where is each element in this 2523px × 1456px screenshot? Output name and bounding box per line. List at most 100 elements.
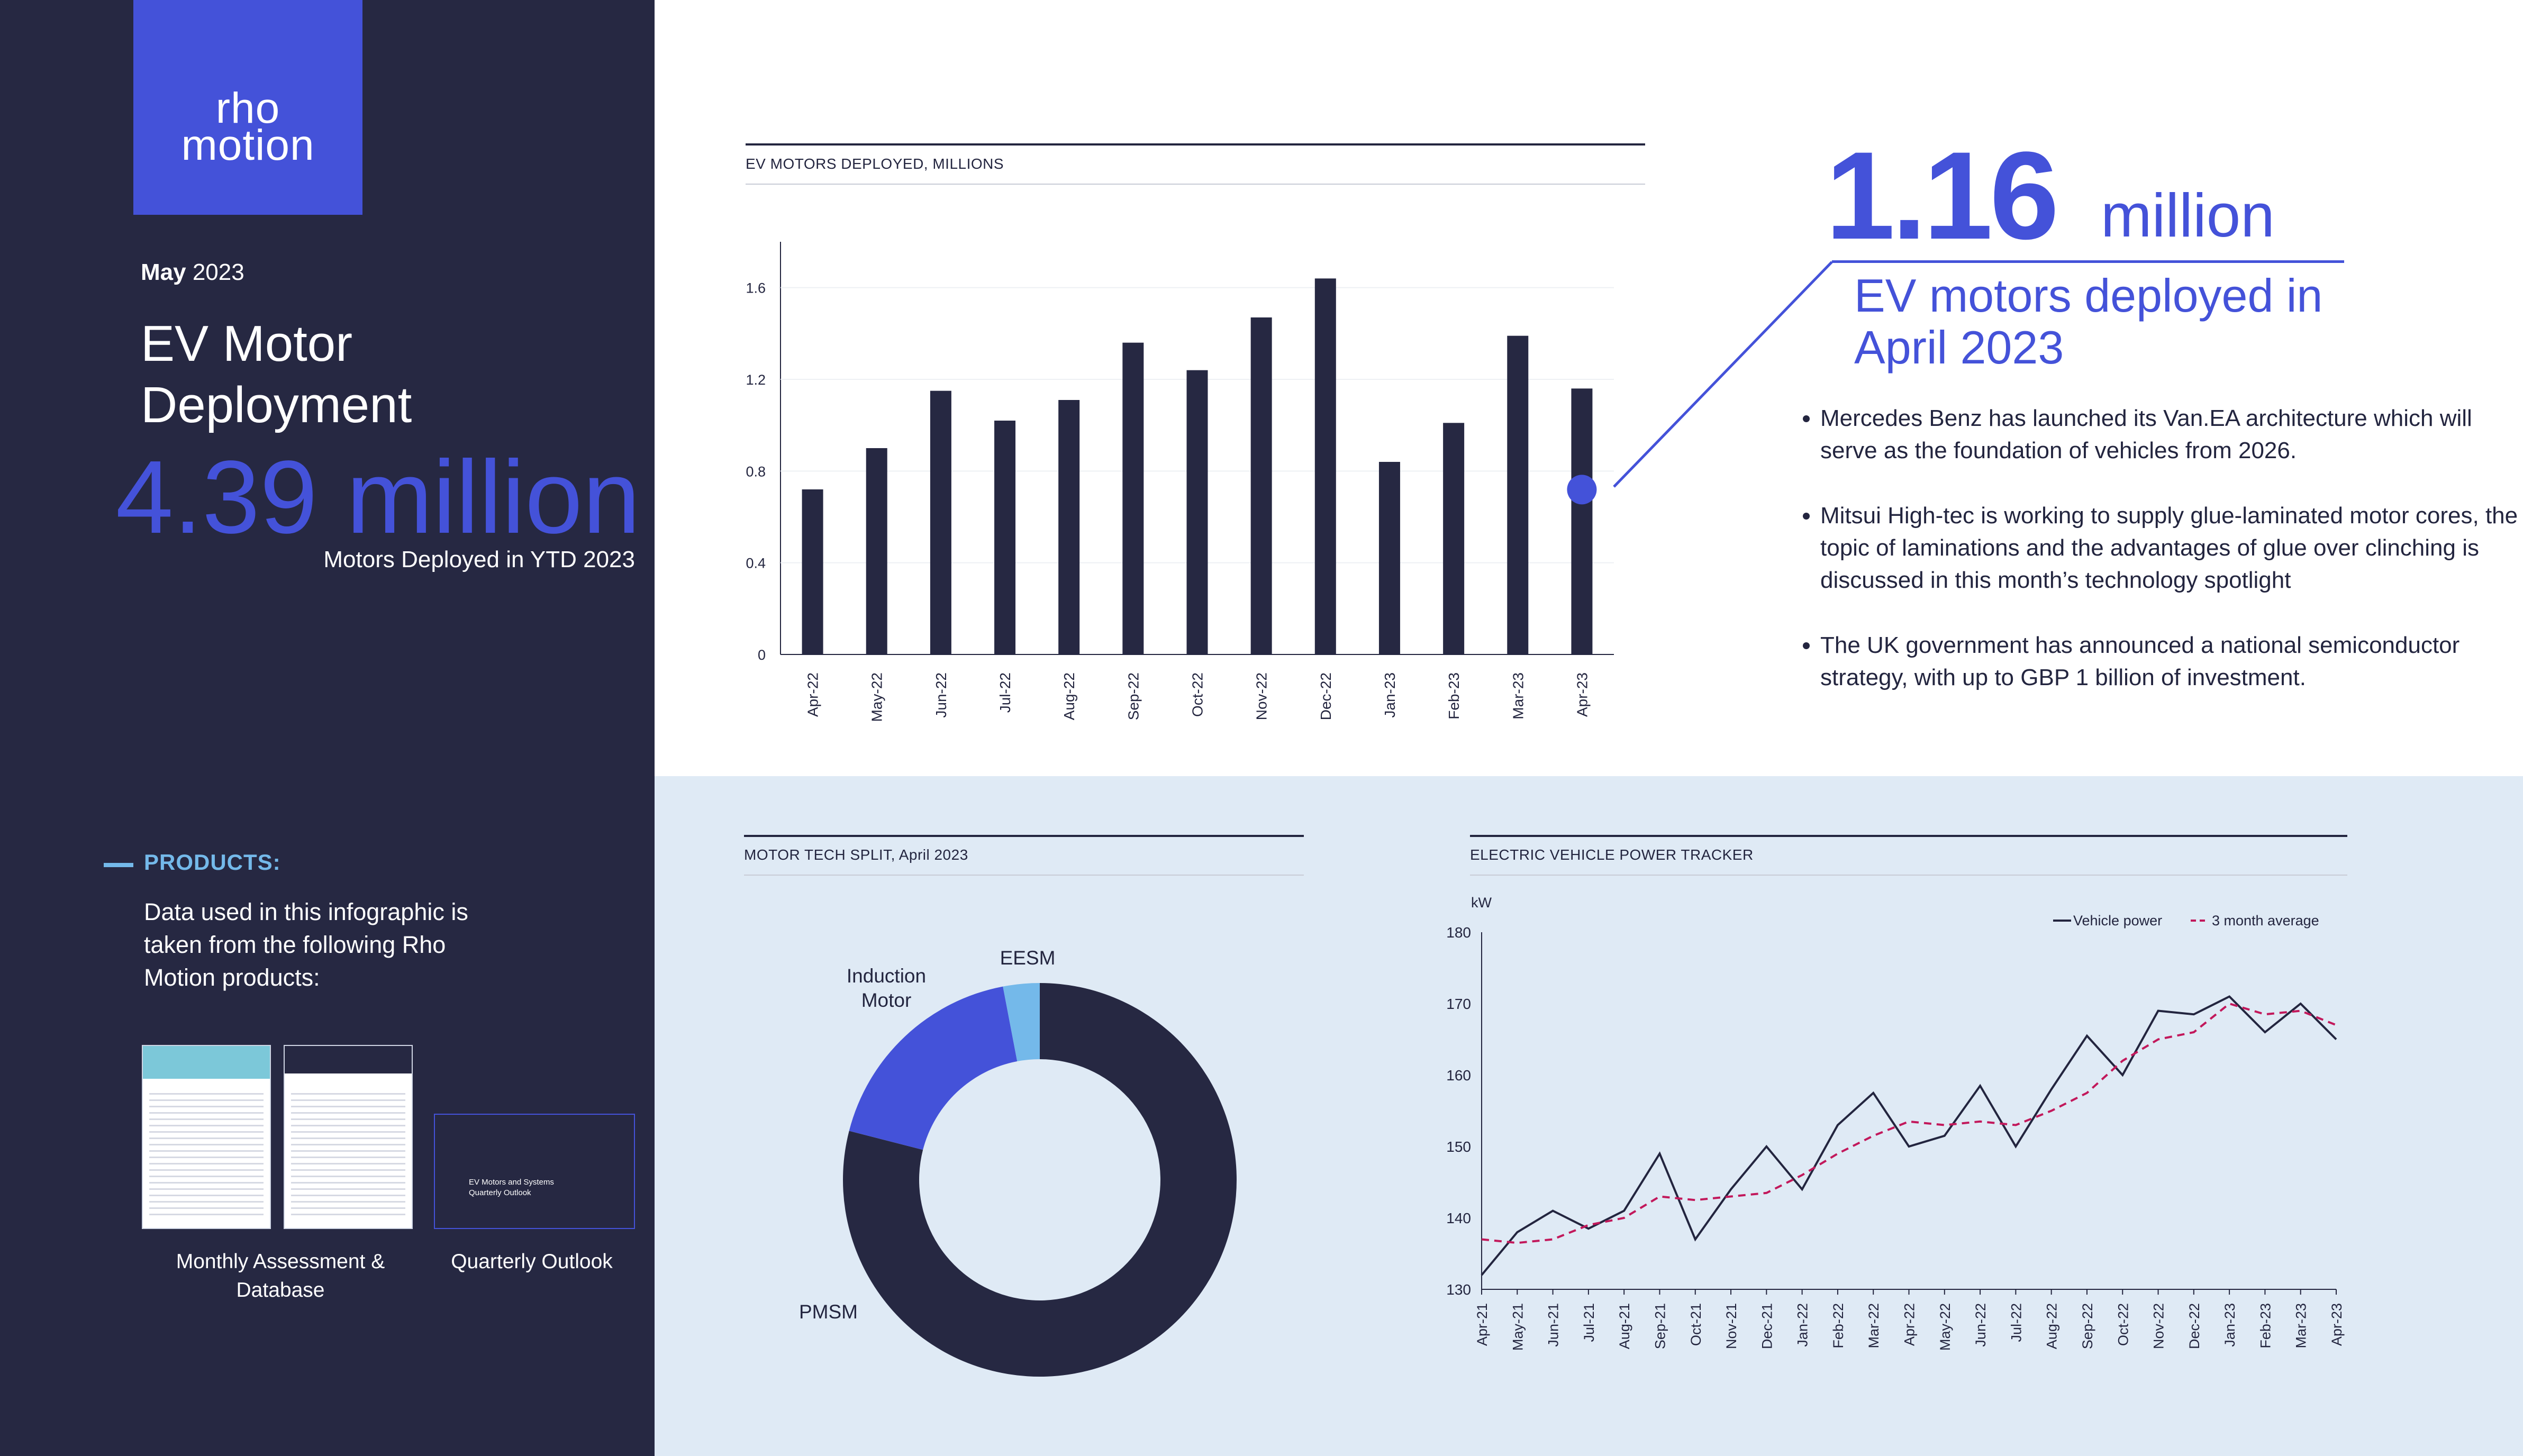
quarterly-outlook-thumbnail[interactable]: EV Motors and Systems Quarterly Outlook [434,1114,635,1229]
products-description: Data used in this infographic is taken f… [144,898,468,991]
line-x-tick-label: Feb-22 [1830,1303,1846,1349]
line-x-tick-label: Nov-22 [2151,1303,2167,1349]
bar-chart: 0 0.4 0.8 1.2 1.6 Apr-22 May-22 Jun-22 Jul-22 Aug… [746,242,1614,722]
products-heading: PRODUCTS: [144,850,281,875]
line-x-tick-label: Apr-22 [1902,1303,1918,1346]
donut-slice-induction-motor [849,986,1018,1150]
bar-Jan-23 [1378,462,1400,654]
sidebar-panel [0,0,655,1456]
bar-x-tick-label: Apr-23 [1574,672,1590,717]
line-y-tick-label: 150 [1446,1139,1471,1155]
logo-line-2: motion [181,121,315,169]
bar-May-22 [866,448,887,654]
bar-Aug-22 [1058,400,1080,654]
bar-x-tick-label: Feb-23 [1446,672,1462,720]
legend-label-vehicle-power: Vehicle power [2073,913,2162,929]
highlight-connector [1613,261,1833,488]
highlight-caption: EV motors deployed in April 2023 [1854,269,2323,374]
bar-chart-header-rule [746,143,1645,145]
bar-y-tick-label: 1.2 [746,372,766,388]
line-x-tick-label: Jan-22 [1795,1303,1811,1347]
bar-x-tick-label: Mar-23 [1510,672,1526,720]
news-list: Mercedes Benz has launched its Van.EA ar… [1794,402,2519,726]
bar-Apr-23 [1571,388,1593,654]
news-item: Mitsui High-tec is working to supply glu… [1820,499,2519,596]
donut-label-eesm: EESM [1000,947,1056,969]
bar-Feb-23 [1443,423,1465,654]
line-x-tick-label: May-22 [1937,1303,1953,1351]
donut-chart-title: MOTOR TECH SPLIT, April 2023 [744,847,968,863]
line-x-tick-label: Dec-22 [2186,1303,2202,1349]
donut-label-induction: Induction Motor [847,965,926,1011]
line-x-tick-label: Oct-22 [2115,1303,2131,1346]
line-x-tick-label: Aug-21 [1617,1303,1632,1349]
line-x-tick-label: Jul-21 [1581,1303,1597,1342]
bar-x-tick-label: Apr-22 [805,672,821,717]
line-x-tick-label: Apr-21 [1474,1303,1490,1346]
bar-y-tick-label: 1.6 [746,280,766,296]
report-month: May [141,259,186,285]
line-x-tick-label: Jun-21 [1546,1303,1562,1347]
donut-header-underline [744,875,1304,876]
bar-chart-title: EV MOTORS DEPLOYED, MILLIONS [746,156,1004,172]
donut-header-rule [744,835,1304,837]
line-chart: kW 130 140 150 160 170 180 Apr-21 May-21 Jun-21 Ju… [1446,895,2345,1351]
highlight-marker [1567,475,1597,505]
bar-Dec-22 [1314,278,1336,654]
line-x-tick-label: Sep-22 [2080,1303,2095,1349]
thumbnail-header [143,1046,270,1079]
bar-x-tick-label: Aug-22 [1061,672,1077,720]
line-y-tick-label: 180 [1446,924,1471,941]
line-x-tick-label: Jun-22 [1973,1303,1989,1347]
bar-x-tick-label: Jul-22 [997,672,1013,713]
line-x-tick-label: Mar-22 [1866,1303,1882,1349]
line-y-tick-label: 130 [1446,1281,1471,1298]
connector-line [1613,261,1833,488]
product-caption-quarterly: Quarterly Outlook [451,1250,613,1273]
line-x-tick-label: Sep-21 [1652,1303,1668,1349]
bar-x-tick-label: Jan-23 [1382,672,1398,718]
bar-y-tick-label: 0.8 [746,463,766,479]
series-3-month-average [1481,1002,2337,1244]
line-chart-title: ELECTRIC VEHICLE POWER TRACKER [1470,847,1754,863]
page-title: EV Motor Deployment [141,315,412,433]
brand-logo: rho motion [133,0,362,215]
highlight-value: 1.16 [1826,126,2059,266]
bar-Oct-22 [1186,370,1208,654]
donut-slice-eesm [1003,983,1040,1062]
bar-x-tick-label: Oct-22 [1190,672,1206,717]
bar-Jun-22 [930,390,951,654]
bar-x-tick-label: Jun-22 [933,672,949,718]
bar-Mar-23 [1507,335,1529,654]
logo-line-1: rho [215,84,280,132]
line-y-tick-label: 140 [1446,1210,1471,1226]
donut-label-pmsm: PMSM [799,1301,858,1323]
series-vehicle-power [1481,995,2337,1276]
bar-Jul-22 [994,421,1016,654]
line-y-axis-unit: kW [1471,895,1492,911]
thumbnail-body [291,1088,405,1217]
monthly-assessment-thumbnail[interactable] [142,1045,271,1229]
bar-x-tick-label: Nov-22 [1254,672,1270,720]
line-y-tick-label: 170 [1446,996,1471,1012]
line-x-tick-label: Feb-23 [2257,1303,2273,1349]
line-x-tick-label: Aug-22 [2044,1303,2060,1349]
highlight-unit: million [2101,181,2275,250]
legend-label-3-month-average: 3 month average [2212,913,2319,929]
ytd-label: Motors Deployed in YTD 2023 [323,547,635,572]
line-x-tick-label: Apr-23 [2329,1303,2345,1346]
ytd-value: 4.39 million [115,439,640,555]
database-thumbnail[interactable] [284,1045,413,1229]
bar-x-tick-label: Dec-22 [1318,672,1334,720]
line-x-tick-label: Oct-21 [1688,1303,1704,1346]
bar-y-tick-label: 0.4 [746,556,766,571]
thumbnail-header [285,1046,412,1073]
bar-x-tick-label: Sep-22 [1125,672,1141,720]
line-x-tick-label: May-21 [1510,1303,1526,1351]
logo-wordmark: rho motion [133,84,362,169]
product-caption-monthly: Monthly Assessment & Database [176,1250,385,1302]
line-chart-header-rule [1470,835,2347,837]
donut-slice-pmsm [843,983,1237,1377]
report-date: May 2023 [141,259,244,286]
line-y-tick-label: 160 [1446,1067,1471,1084]
